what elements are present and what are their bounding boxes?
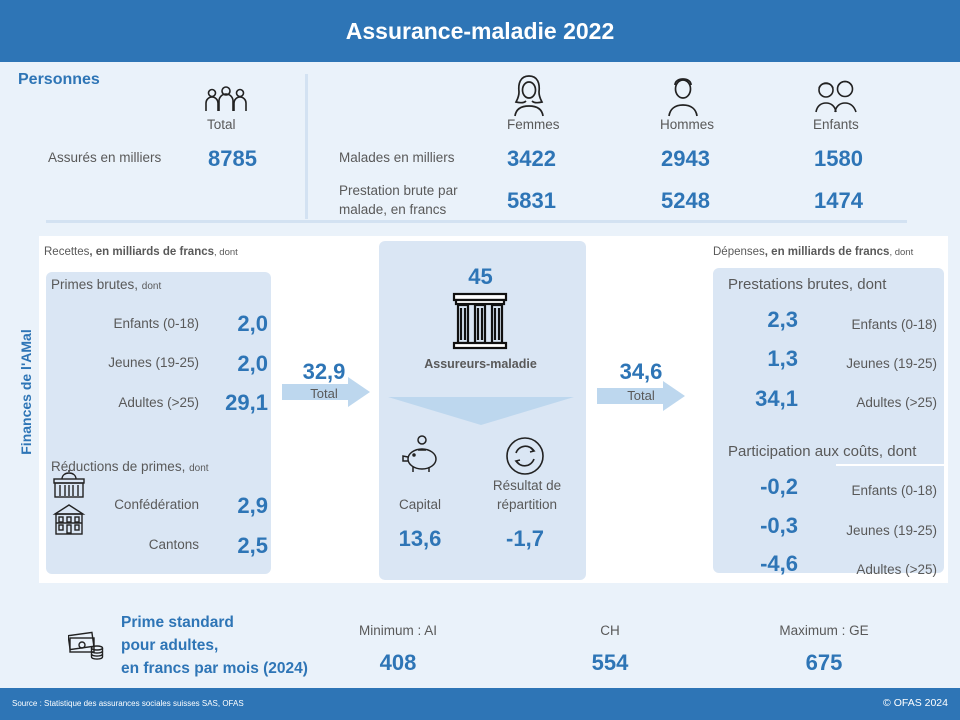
page-title: Assurance-maladie 2022 (0, 0, 960, 62)
reductions-label: Réductions de primes, dont (51, 459, 209, 474)
premium-max-value: 675 (805, 650, 843, 675)
revenue-header-prefix: Recettes (44, 246, 90, 258)
revenue-row-value: 29,1 (225, 390, 268, 415)
reduction-row-label: Cantons (148, 537, 199, 552)
total-out-label: Total (627, 388, 655, 403)
revenue-header-bold: , en milliards de francs (89, 246, 215, 258)
piggy-bank-icon (401, 434, 441, 474)
women-label: Femmes (507, 117, 560, 132)
total-in-label: Total (310, 386, 338, 401)
expenses-header-bold: , en milliards de francs (764, 246, 890, 258)
expense-row-value: 34,1 (755, 386, 798, 411)
persons-section-label: Personnes (18, 71, 100, 88)
revenue-row-label: Adultes (>25) (118, 395, 199, 410)
gross-premiums-label: Primes brutes, dont (51, 277, 161, 292)
footer-copyright: © OFAS 2024 (883, 697, 948, 709)
premium-label-2: pour adultes, (121, 637, 219, 654)
revenue-header-suffix: , dont (214, 247, 238, 258)
reductions-text: Réductions de primes, (51, 459, 186, 474)
expense-row-label: Jeunes (19-25) (846, 356, 937, 371)
benefit-label-2: malade, en francs (339, 202, 447, 217)
result-label-2: répartition (496, 497, 558, 512)
sick-children-value: 1580 (814, 146, 863, 171)
capital-label: Capital (398, 497, 442, 512)
family-icon (204, 86, 248, 112)
result-value: -1,7 (506, 526, 544, 551)
footer-bar (0, 688, 960, 720)
persons-underline (46, 220, 907, 223)
premium-min-label: Minimum : AI (358, 623, 437, 638)
men-label: Hommes (660, 117, 715, 132)
revenue-row-value: 2,0 (237, 351, 268, 376)
cycle-icon (505, 436, 545, 476)
reduction-row-value: 2,5 (237, 533, 268, 558)
cantonal-building-icon (52, 502, 86, 536)
gross-benefits-label: Prestations brutes, dont (728, 276, 887, 293)
insurers-down-arrow (388, 397, 574, 425)
expense-row-value: 1,3 (767, 346, 798, 371)
insurers-label: Assureurs-maladie (424, 357, 537, 371)
reductions-suffix: dont (189, 463, 209, 474)
participation-row-value: -0,2 (760, 474, 798, 499)
premium-ch-value: 554 (591, 650, 629, 675)
benefit-women-value: 5831 (507, 188, 556, 213)
insurers-count: 45 (468, 264, 493, 289)
insured-total-value: 8785 (208, 146, 257, 171)
benefit-men-value: 5248 (661, 188, 710, 213)
benefit-children-value: 1474 (814, 188, 863, 213)
total-out-value: 34,6 (619, 359, 663, 384)
total-in-value: 32,9 (302, 359, 346, 384)
expenses-header-suffix: , dont (889, 247, 914, 258)
premium-min-value: 408 (379, 650, 417, 675)
sick-label: Malades en milliers (339, 150, 455, 165)
footer-source: Source : Statistique des assurances soci… (12, 699, 244, 708)
participation-row-label: Enfants (0-18) (851, 483, 937, 498)
sick-men-value: 2943 (661, 146, 710, 171)
revenue-panel (46, 272, 271, 574)
gross-premiums-suffix: dont (141, 281, 162, 292)
persons-divider (305, 74, 308, 219)
children-icon (814, 77, 858, 113)
total-out-arrow (597, 381, 685, 411)
reduction-row-value: 2,9 (237, 493, 268, 518)
participation-row-value: -4,6 (760, 551, 798, 576)
federal-palace-icon (52, 469, 86, 499)
total-in-arrow (282, 377, 370, 407)
revenue-row-label: Jeunes (19-25) (108, 355, 199, 370)
premium-label-3: en francs par mois (2024) (121, 660, 308, 677)
participation-row-value: -0,3 (760, 513, 798, 538)
participation-divider (836, 464, 944, 466)
man-icon (666, 73, 700, 117)
woman-icon (512, 73, 546, 117)
revenue-row-value: 2,0 (237, 311, 268, 336)
result-label-1: Résultat de (492, 478, 562, 493)
participation-label: Participation aux coûts, dont (728, 443, 917, 460)
expenses-panel (713, 268, 944, 573)
participation-row-label: Adultes (>25) (856, 562, 937, 577)
money-icon (68, 628, 104, 660)
finances-side-label: Finances de l'AMal (18, 329, 34, 455)
premium-label-1: Prime standard (121, 614, 234, 631)
total-label: Total (207, 117, 236, 132)
expense-row-label: Adultes (>25) (856, 395, 937, 410)
children-label: Enfants (813, 117, 859, 132)
benefit-label-1: Prestation brute par (339, 183, 458, 198)
expense-row-label: Enfants (0-18) (851, 317, 937, 332)
revenue-header: Recettes, en milliards de francs, dont (44, 246, 238, 258)
reduction-row-label: Confédération (114, 497, 199, 512)
columns-building-icon (452, 292, 508, 350)
expense-row-value: 2,3 (767, 307, 798, 332)
premium-ch-label: CH (600, 623, 620, 638)
expenses-header-prefix: Dépenses (713, 246, 765, 258)
gross-premiums-text: Primes brutes, (51, 277, 139, 292)
expenses-header: Dépenses, en milliards de francs, dont (713, 246, 913, 258)
insured-label: Assurés en milliers (48, 150, 162, 165)
sick-women-value: 3422 (507, 146, 556, 171)
revenue-row-label: Enfants (0-18) (113, 316, 199, 331)
capital-value: 13,6 (398, 526, 442, 551)
premium-max-label: Maximum : GE (779, 623, 869, 638)
participation-row-label: Jeunes (19-25) (846, 523, 937, 538)
